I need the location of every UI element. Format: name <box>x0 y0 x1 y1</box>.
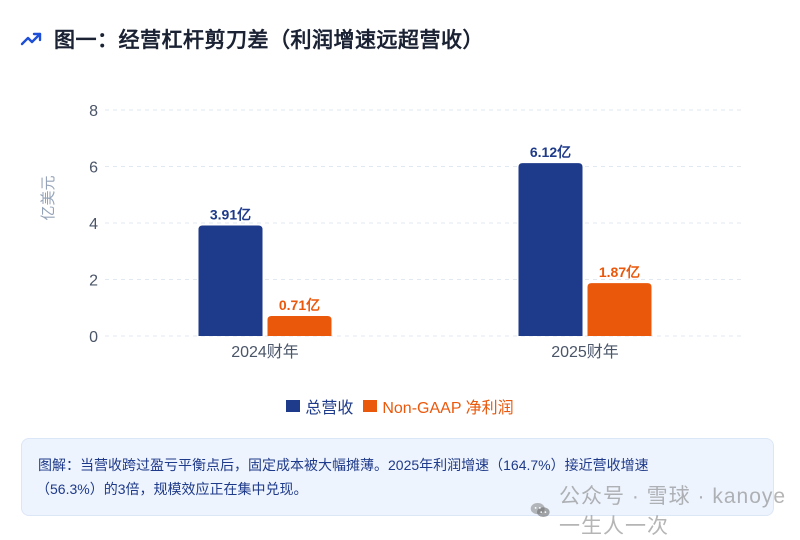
legend-swatch-profit <box>363 400 378 412</box>
y-tick-label: 2 <box>89 273 98 290</box>
bars <box>198 163 652 336</box>
trending-up-icon <box>20 32 42 46</box>
bar-profit[interactable] <box>587 283 652 336</box>
explanation-note: 图解：当营收跨过盈亏平衡点后，固定成本被大幅摊薄。2025年利润增速（164.7… <box>21 438 774 516</box>
wechat-icon <box>530 502 550 518</box>
note-line-1: 图解：当营收跨过盈亏平衡点后，固定成本被大幅摊薄。2025年利润增速（164.7… <box>38 457 649 473</box>
y-tick-label: 8 <box>89 103 98 120</box>
watermark: 公众号 · 雪球 · kanoye 一生人一次 <box>530 480 800 540</box>
note-line-2: （56.3%）的3倍，规模效应正在集中兑现。 <box>36 481 308 497</box>
legend-item-revenue[interactable]: 总营收 <box>286 394 353 418</box>
data-label: 3.91亿 <box>210 207 251 223</box>
y-axis-label: 亿美元 <box>40 175 57 220</box>
legend-item-profit[interactable]: Non-GAAP 净利润 <box>363 394 514 418</box>
x-tick-label: 2024财年 <box>231 343 299 361</box>
legend-label-profit: Non-GAAP 净利润 <box>382 400 514 417</box>
chart-legend: 总营收 Non-GAAP 净利润 <box>0 394 800 418</box>
watermark-text: 公众号 · 雪球 · kanoye 一生人一次 <box>559 485 787 538</box>
chart-header: 图一：经营杠杆剪刀差（利润增速远超营收） <box>20 24 484 54</box>
data-label: 1.87亿 <box>599 264 640 280</box>
bar-profit[interactable] <box>267 315 332 336</box>
data-label: 6.12亿 <box>530 144 571 160</box>
y-axis-ticks: 0 2 4 6 8 <box>89 103 98 346</box>
legend-label-revenue: 总营收 <box>305 400 354 417</box>
y-tick-label: 6 <box>89 160 98 177</box>
data-label: 0.71亿 <box>279 297 320 313</box>
value-labels: 3.91亿 0.71亿 6.12亿 1.87亿 <box>210 144 640 313</box>
bar-revenue[interactable] <box>198 225 263 336</box>
x-tick-label: 2025财年 <box>551 343 619 361</box>
legend-swatch-revenue <box>286 400 301 412</box>
chart-title: 图一：经营杠杆剪刀差（利润增速远超营收） <box>54 29 484 52</box>
y-tick-label: 4 <box>89 216 98 233</box>
bar-revenue[interactable] <box>518 163 583 336</box>
y-tick-label: 0 <box>89 329 98 346</box>
x-axis-labels: 2024财年 2025财年 <box>231 343 619 361</box>
